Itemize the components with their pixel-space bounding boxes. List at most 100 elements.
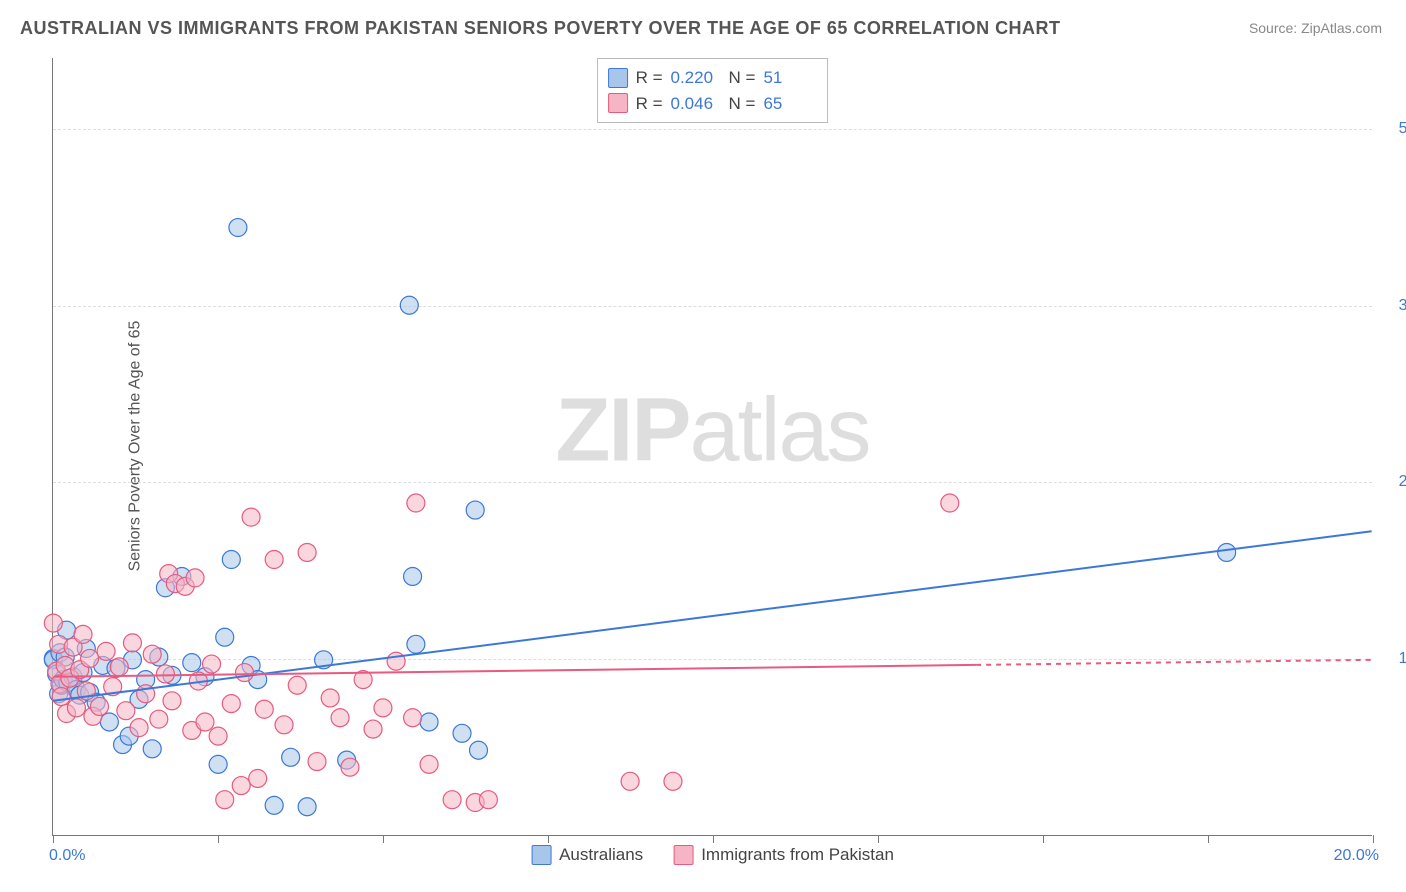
data-point bbox=[81, 649, 99, 667]
data-point bbox=[183, 654, 201, 672]
x-tick bbox=[53, 835, 54, 843]
r-value-pakistan: 0.046 bbox=[671, 91, 721, 117]
data-point bbox=[298, 798, 316, 816]
data-point bbox=[341, 758, 359, 776]
x-tick-label: 0.0% bbox=[49, 847, 85, 865]
data-point bbox=[156, 665, 174, 683]
swatch-australians bbox=[531, 845, 551, 865]
data-point bbox=[466, 501, 484, 519]
plot-area: ZIPatlas 12.5%25.0%37.5%50.0% 0.0%20.0% … bbox=[52, 58, 1372, 836]
data-point bbox=[242, 508, 260, 526]
swatch-pakistan bbox=[673, 845, 693, 865]
data-point bbox=[470, 741, 488, 759]
x-tick bbox=[383, 835, 384, 843]
data-point bbox=[117, 702, 135, 720]
data-point bbox=[110, 658, 128, 676]
chart-title: AUSTRALIAN VS IMMIGRANTS FROM PAKISTAN S… bbox=[20, 18, 1061, 39]
data-point bbox=[222, 551, 240, 569]
legend-item-australians: Australians bbox=[531, 845, 643, 865]
data-point bbox=[143, 740, 161, 758]
legend-item-pakistan: Immigrants from Pakistan bbox=[673, 845, 894, 865]
x-tick-label: 20.0% bbox=[1334, 847, 1379, 865]
stats-row-australians: R = 0.220 N = 51 bbox=[608, 65, 814, 91]
data-point bbox=[150, 710, 168, 728]
data-point bbox=[229, 219, 247, 237]
data-point bbox=[308, 753, 326, 771]
y-tick-label: 50.0% bbox=[1384, 120, 1406, 138]
data-point bbox=[321, 689, 339, 707]
source-value: ZipAtlas.com bbox=[1301, 20, 1382, 36]
data-point bbox=[288, 676, 306, 694]
data-point bbox=[52, 688, 70, 706]
r-label: R = bbox=[636, 91, 663, 117]
data-point bbox=[479, 791, 497, 809]
y-tick-label: 25.0% bbox=[1384, 473, 1406, 491]
data-point bbox=[265, 796, 283, 814]
data-point bbox=[186, 569, 204, 587]
data-point bbox=[44, 614, 62, 632]
data-point bbox=[163, 692, 181, 710]
data-point bbox=[664, 772, 682, 790]
data-point bbox=[67, 699, 85, 717]
data-point bbox=[232, 777, 250, 795]
n-value-australians: 51 bbox=[763, 65, 813, 91]
source-label: Source: bbox=[1249, 20, 1297, 36]
y-tick-label: 37.5% bbox=[1384, 297, 1406, 315]
x-tick bbox=[218, 835, 219, 843]
stats-row-pakistan: R = 0.046 N = 65 bbox=[608, 91, 814, 117]
data-point bbox=[364, 720, 382, 738]
data-point bbox=[404, 567, 422, 585]
data-point bbox=[420, 755, 438, 773]
data-point bbox=[130, 719, 148, 737]
data-point bbox=[1218, 543, 1236, 561]
n-label: N = bbox=[729, 65, 756, 91]
y-tick-label: 12.5% bbox=[1384, 650, 1406, 668]
data-point bbox=[91, 697, 109, 715]
data-point bbox=[196, 713, 214, 731]
data-point bbox=[203, 655, 221, 673]
data-point bbox=[621, 772, 639, 790]
data-point bbox=[100, 713, 118, 731]
data-point bbox=[282, 748, 300, 766]
x-tick bbox=[713, 835, 714, 843]
legend-label-pakistan: Immigrants from Pakistan bbox=[701, 845, 894, 865]
n-value-pakistan: 65 bbox=[763, 91, 813, 117]
data-point bbox=[407, 635, 425, 653]
data-point bbox=[265, 551, 283, 569]
x-tick bbox=[548, 835, 549, 843]
swatch-pakistan bbox=[608, 93, 628, 113]
legend-label-australians: Australians bbox=[559, 845, 643, 865]
correlation-chart: AUSTRALIAN VS IMMIGRANTS FROM PAKISTAN S… bbox=[0, 0, 1406, 892]
data-point bbox=[209, 727, 227, 745]
data-point bbox=[123, 634, 141, 652]
data-point bbox=[209, 755, 227, 773]
data-point bbox=[255, 700, 273, 718]
data-point bbox=[143, 645, 161, 663]
n-label: N = bbox=[729, 91, 756, 117]
x-tick bbox=[878, 835, 879, 843]
data-point bbox=[97, 642, 115, 660]
data-point bbox=[407, 494, 425, 512]
scatter-canvas bbox=[53, 58, 1372, 835]
data-point bbox=[249, 770, 267, 788]
r-label: R = bbox=[636, 65, 663, 91]
x-tick bbox=[1373, 835, 1374, 843]
data-point bbox=[404, 709, 422, 727]
data-point bbox=[298, 543, 316, 561]
data-point bbox=[222, 695, 240, 713]
data-point bbox=[420, 713, 438, 731]
trendline bbox=[53, 531, 1371, 701]
data-point bbox=[275, 716, 293, 734]
x-tick bbox=[1208, 835, 1209, 843]
data-point bbox=[216, 791, 234, 809]
data-point bbox=[941, 494, 959, 512]
bottom-legend: Australians Immigrants from Pakistan bbox=[531, 845, 894, 865]
data-point bbox=[374, 699, 392, 717]
source-attribution: Source: ZipAtlas.com bbox=[1249, 20, 1382, 36]
x-tick bbox=[1043, 835, 1044, 843]
data-point bbox=[453, 724, 471, 742]
data-point bbox=[74, 625, 92, 643]
stats-legend: R = 0.220 N = 51 R = 0.046 N = 65 bbox=[597, 58, 829, 123]
data-point bbox=[331, 709, 349, 727]
trendline-extrapolated bbox=[976, 660, 1371, 665]
